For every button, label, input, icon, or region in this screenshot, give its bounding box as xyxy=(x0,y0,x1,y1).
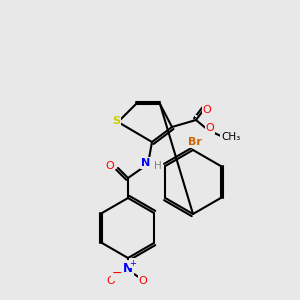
Text: O: O xyxy=(139,276,147,286)
Text: CH₃: CH₃ xyxy=(221,132,241,142)
Text: N: N xyxy=(141,158,151,168)
Text: H: H xyxy=(154,161,162,171)
Text: Br: Br xyxy=(188,137,202,147)
Text: −: − xyxy=(112,266,122,280)
Text: O: O xyxy=(106,161,114,171)
Text: O: O xyxy=(206,123,214,133)
Text: N: N xyxy=(123,262,133,275)
Text: S: S xyxy=(112,116,120,126)
Text: O: O xyxy=(106,276,116,286)
Text: O: O xyxy=(202,105,211,115)
Text: +: + xyxy=(130,259,136,268)
